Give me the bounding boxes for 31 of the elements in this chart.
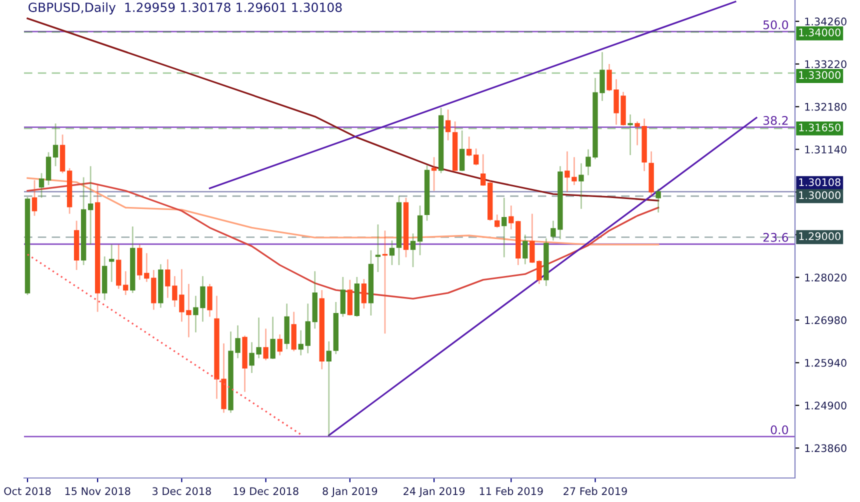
ref-line-label: 1.30108 [799,178,840,186]
ref-line-label: 1.30000 [799,191,840,200]
annotation: 38.2 [763,116,788,125]
y-tick-label: 1.25940 [805,358,846,367]
x-tick-label: 15 Nov 2018 [65,487,130,496]
chart-title: GBPUSD,Daily 1.29959 1.30178 1.29601 1.30108 [28,2,342,14]
x-tick-label: 8 Jan 2019 [322,487,378,498]
y-tick-label: 1.24900 [805,402,846,410]
x-tick-label: 11 Feb 2019 [480,487,543,496]
annotation: 0.0 [770,425,788,434]
y-tick-label: 1.32180 [805,102,846,111]
ref-line-label: 1.34000 [799,28,840,36]
annotation: 50.0 [763,20,788,30]
y-tick-label: 1.23860 [805,444,846,452]
x-tick-label: 3 Dec 2018 [152,487,211,496]
ref-line-label: 1.33000 [799,71,840,80]
y-tick-label: 1.34260 [805,18,846,26]
ref-line-label: 1.29000 [799,232,840,240]
line-series [26,18,660,202]
annotation: 23.6 [763,232,788,242]
line-series [26,182,660,300]
x-tick-label: Oct 2018 [4,487,51,496]
x-tick-label: 19 Dec 2018 [234,487,298,496]
y-tick-label: 1.28020 [805,274,846,282]
y-tick-label: 1.33220 [805,60,846,68]
x-tick-label: 27 Feb 2019 [564,487,627,496]
y-tick-label: 1.26980 [805,316,846,324]
line-series [26,177,660,246]
y-tick-label: 1.31140 [805,146,846,154]
x-tick-label: 24 Jan 2019 [404,487,465,498]
ref-line-label: 1.31650 [799,124,840,132]
